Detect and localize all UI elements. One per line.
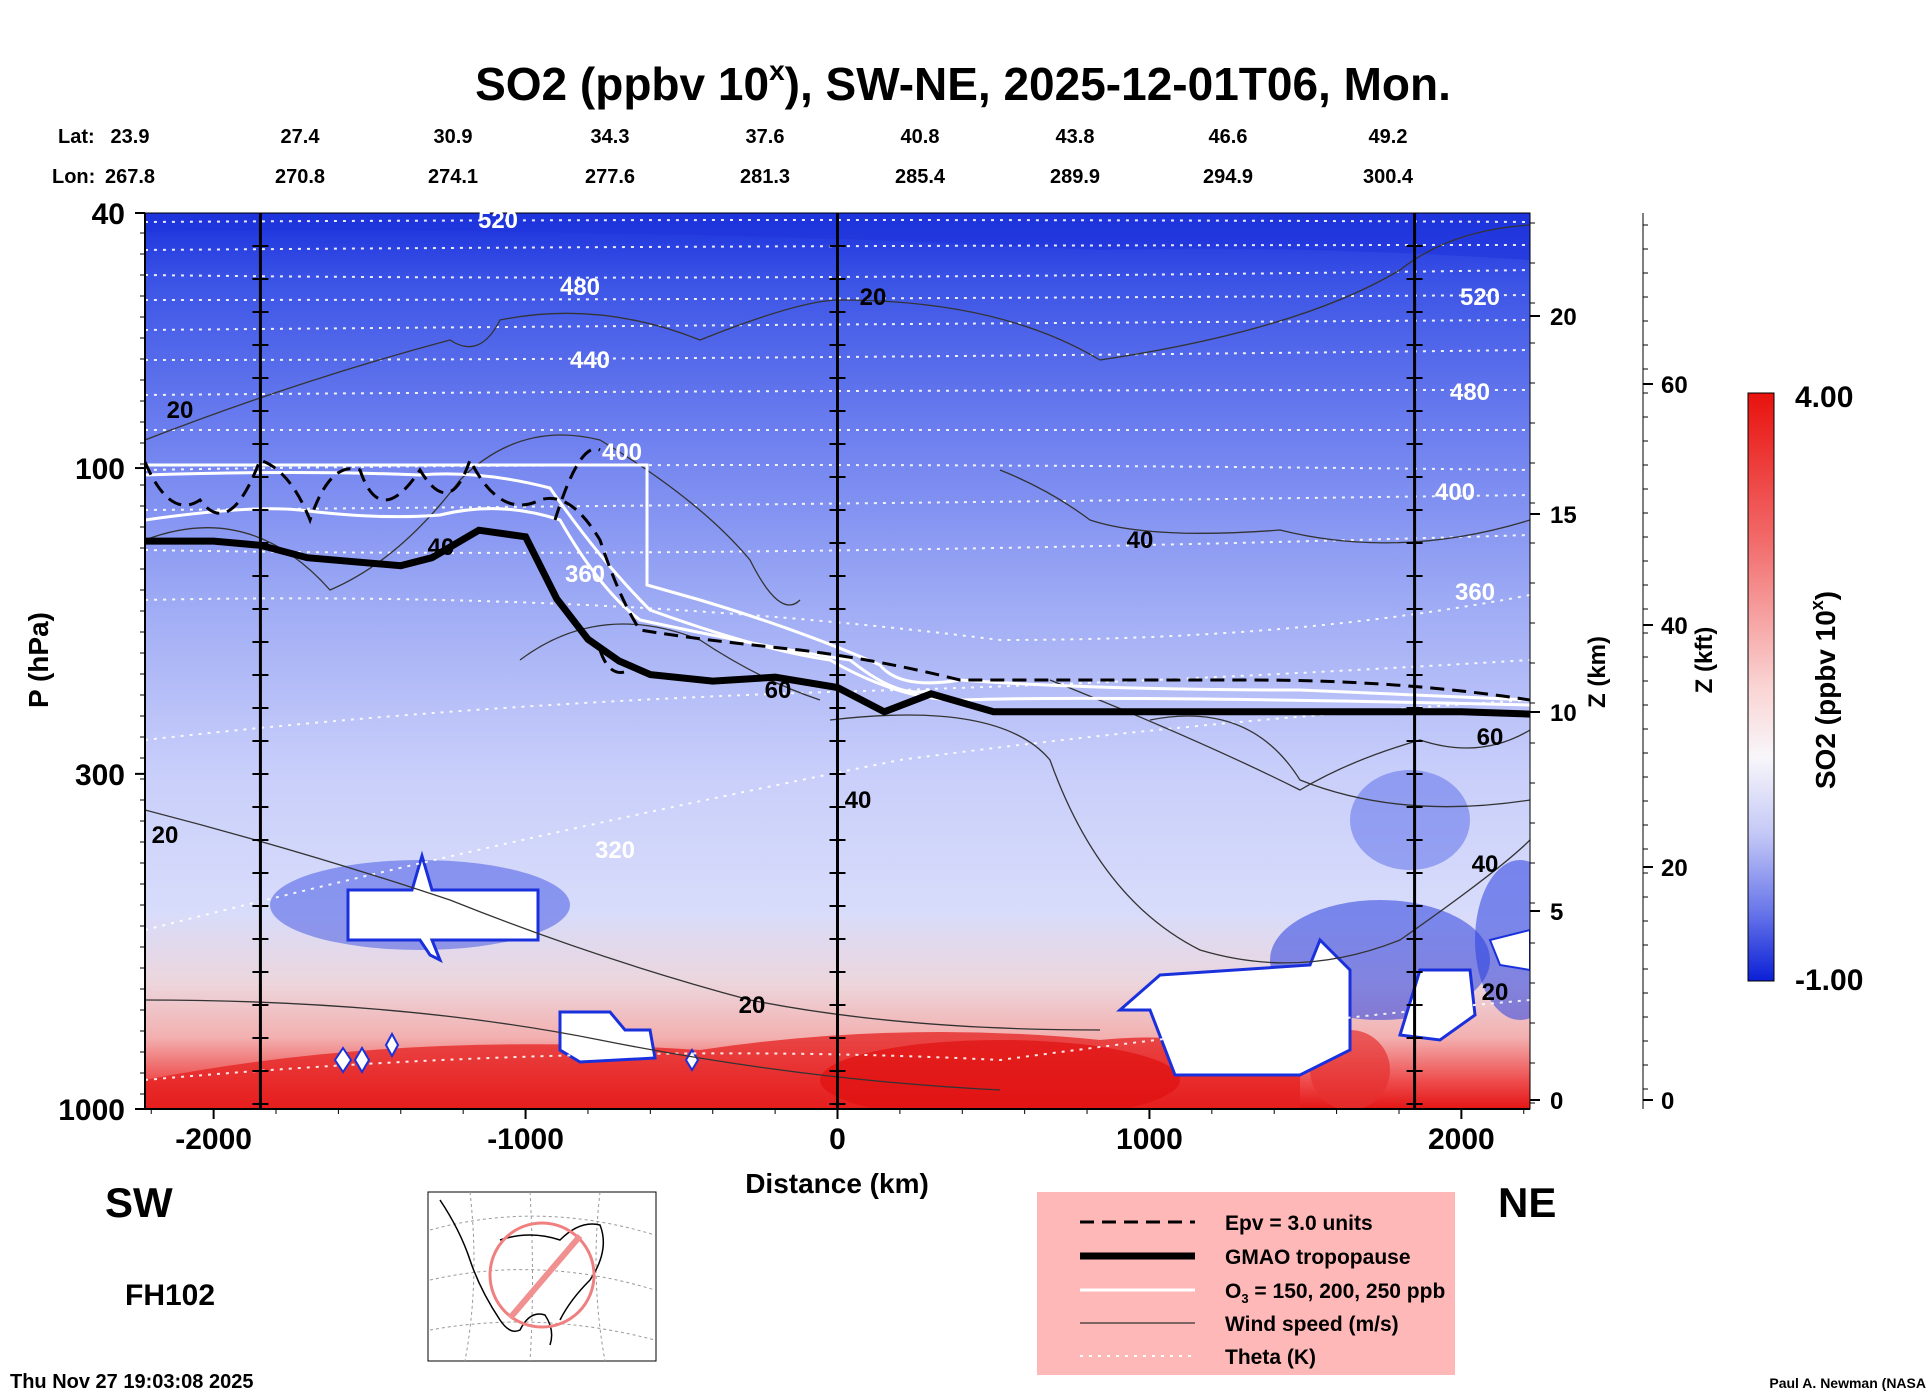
wind-contour-label: 60	[765, 677, 792, 704]
lat-value: 49.2	[1369, 126, 1408, 148]
legend-tropopause: GMAO tropopause	[1225, 1246, 1411, 1269]
lat-value: 23.9	[111, 126, 150, 148]
lat-value: 27.4	[281, 126, 321, 148]
inset-map	[427, 1191, 657, 1362]
gmao-tropopause-line	[145, 526, 1530, 718]
wind-contour-label: 40	[1472, 851, 1499, 878]
chart-title: SO2 (ppbv 10x), SW-NE, 2025-12-01T06, Mo…	[475, 55, 1451, 110]
distance-tick-label: 2000	[1428, 1123, 1495, 1156]
z-km-label: Z (km)	[1584, 636, 1611, 708]
legend: Epv = 3.0 units GMAO tropopause O3 = 150…	[1037, 1192, 1455, 1375]
distance-tick-label: 0	[829, 1123, 846, 1156]
legend-theta: Theta (K)	[1225, 1346, 1316, 1369]
theta-contour-label: 400	[602, 439, 642, 466]
colorbar-label: SO2 (ppbv 10x)	[1807, 591, 1841, 789]
wind-contour-label: 60	[1477, 724, 1504, 751]
colorbar: 4.00 -1.00 SO2 (ppbv 10x)	[1747, 381, 1863, 997]
theta-contour-label: 440	[570, 347, 610, 374]
legend-ozone: O3 = 150, 200, 250 ppb	[1225, 1280, 1445, 1306]
z-km-axis: 0 5 10 15 20	[1529, 213, 1577, 1115]
pressure-axis: 40 100 300 1000	[58, 198, 146, 1127]
wind-contour-label: 20	[1482, 979, 1509, 1006]
lat-value: 43.8	[1056, 126, 1095, 148]
z-kft-tick-label: 20	[1661, 855, 1688, 882]
theta-contour-label: 480	[560, 274, 600, 301]
wind-contour-label: 20	[739, 992, 766, 1019]
theta-contour-label: 480	[1450, 379, 1490, 406]
ne-label: NE	[1498, 1179, 1556, 1226]
so2-field	[145, 213, 1530, 1109]
lon-value: 289.9	[1050, 166, 1100, 188]
z-km-tick-label: 0	[1550, 1088, 1563, 1115]
lon-value: 294.9	[1203, 166, 1253, 188]
wind-contour-label: 40	[428, 534, 455, 561]
lat-value: 46.6	[1209, 126, 1248, 148]
z-kft-tick-label: 40	[1661, 613, 1688, 640]
lat-value: 34.3	[591, 126, 630, 148]
lat-value: 37.6	[746, 126, 785, 148]
section-lines	[252, 213, 1423, 1109]
legend-wind: Wind speed (m/s)	[1225, 1313, 1399, 1336]
pressure-tick-label: 300	[75, 759, 125, 792]
wind-contour-label: 20	[152, 822, 179, 849]
lon-value: 267.8	[105, 166, 155, 188]
legend-epv: Epv = 3.0 units	[1225, 1212, 1373, 1235]
z-kft-tick-label: 60	[1661, 372, 1688, 399]
wind-contour-label: 40	[845, 787, 872, 814]
lat-value: 30.9	[434, 126, 473, 148]
y-axis-label: P (hPa)	[23, 612, 54, 708]
z-kft-label: Z (kft)	[1691, 627, 1718, 694]
lat-lon-row: 23.9 27.4 30.9 34.3 37.6 40.8 43.8 46.6 49.2 267.…	[105, 126, 1414, 188]
wind-contour-label: 20	[167, 397, 194, 424]
z-km-tick-label: 20	[1550, 304, 1577, 331]
colorbar-min: -1.00	[1795, 964, 1863, 997]
sw-label: SW	[105, 1179, 173, 1226]
lon-label: Lon:	[52, 166, 95, 188]
lon-value: 274.1	[428, 166, 478, 188]
z-kft-tick-label: 0	[1661, 1088, 1674, 1115]
lat-label: Lat:	[58, 126, 95, 148]
z-km-tick-label: 10	[1550, 700, 1577, 727]
timestamp: Thu Nov 27 19:03:08 2025	[10, 1371, 253, 1393]
lon-value: 270.8	[275, 166, 325, 188]
z-km-tick-label: 5	[1550, 899, 1563, 926]
theta-contour-label: 400	[1435, 479, 1475, 506]
theta-contour-label: 360	[1455, 579, 1495, 606]
lat-value: 40.8	[901, 126, 940, 148]
credit: Paul A. Newman (NASA	[1769, 1375, 1926, 1391]
wind-contour-label: 20	[860, 284, 887, 311]
lon-value: 277.6	[585, 166, 635, 188]
contour-labels: 520 480 440 400 360 320 520 480 400 360 20 20 20 20 40…	[152, 207, 1509, 1019]
z-kft-axis: 0 20 40 60	[1642, 213, 1688, 1115]
lon-value: 285.4	[895, 166, 946, 188]
theta-contour-label: 520	[478, 207, 518, 234]
forecast-hour-label: FH102	[125, 1279, 215, 1312]
theta-contour-label: 320	[595, 837, 635, 864]
lon-value: 281.3	[740, 166, 790, 188]
z-km-tick-label: 15	[1550, 502, 1577, 529]
colorbar-max: 4.00	[1795, 381, 1853, 414]
distance-tick-label: 1000	[1116, 1123, 1183, 1156]
pressure-tick-label: 1000	[58, 1094, 125, 1127]
distance-tick-label: -2000	[175, 1123, 252, 1156]
lon-value: 300.4	[1363, 166, 1414, 188]
distance-tick-label: -1000	[487, 1123, 564, 1156]
theta-contour-label: 520	[1460, 284, 1500, 311]
theta-contour-label: 360	[565, 561, 605, 588]
x-axis-label: Distance (km)	[745, 1168, 929, 1199]
distance-axis: -2000 -1000 0 1000 2000	[145, 1108, 1530, 1156]
pressure-tick-label: 100	[75, 453, 125, 486]
pressure-tick-label: 40	[92, 198, 125, 231]
wind-contour-label: 40	[1127, 527, 1154, 554]
